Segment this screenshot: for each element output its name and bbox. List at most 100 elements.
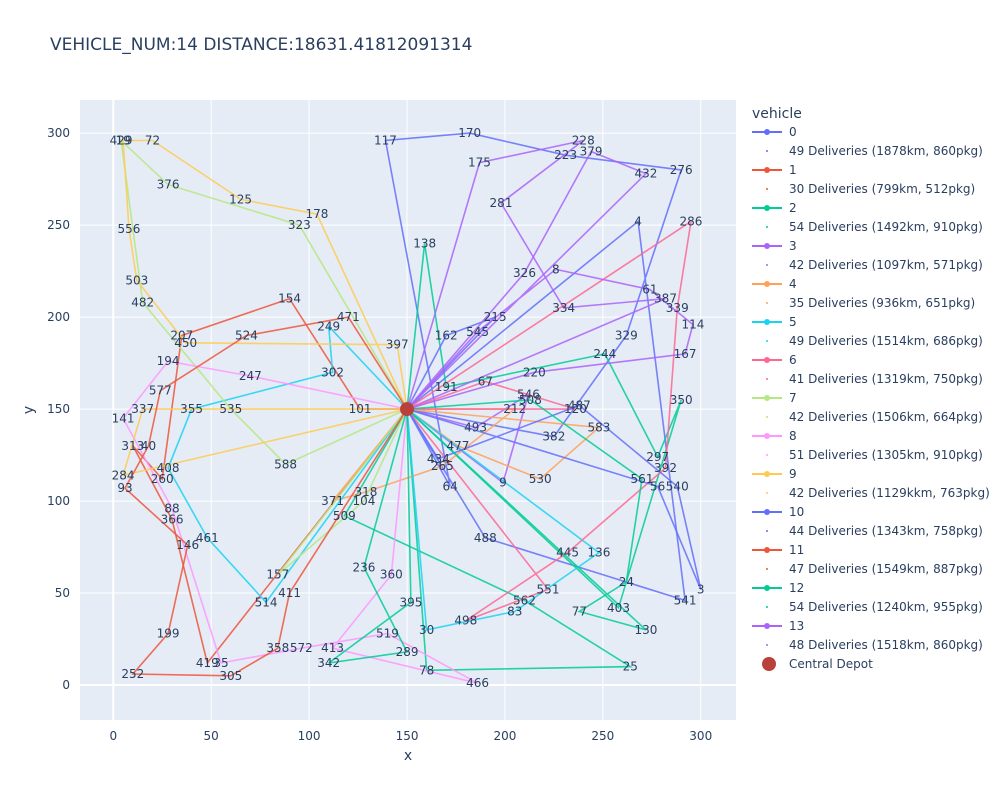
- node-label: 223: [554, 148, 577, 162]
- x-tick-label: 300: [689, 729, 712, 743]
- node-label: 545: [466, 325, 489, 339]
- node-label: 318: [354, 485, 377, 499]
- legend-marker-5: [764, 319, 770, 325]
- route-series-4: [330, 408, 601, 503]
- node-label: 419: [196, 656, 219, 670]
- legend-dot: [766, 492, 768, 494]
- node-label: 337: [131, 402, 154, 416]
- legend-dot: [766, 378, 768, 380]
- node-label: 387: [654, 292, 677, 306]
- node-label: 297: [646, 450, 669, 464]
- node-label: 286: [680, 214, 703, 228]
- node-label: 498: [454, 614, 477, 628]
- node-label: 530: [529, 472, 552, 486]
- legend-marker-12: [764, 585, 770, 591]
- node-label: 493: [464, 420, 487, 434]
- node-label: 24: [619, 575, 634, 589]
- node-label: 313: [121, 439, 144, 453]
- legend-marker-9: [764, 471, 770, 477]
- node-label: 252: [121, 667, 144, 681]
- route-series-6: [405, 219, 693, 622]
- node-label: 157: [266, 568, 289, 582]
- node-label: 56: [650, 479, 665, 493]
- legend-desc: 30 Deliveries (799km, 512pkg): [789, 182, 975, 196]
- node-label: 212: [503, 402, 526, 416]
- node-label: 392: [654, 461, 677, 475]
- node-label: 524: [235, 328, 258, 342]
- legend-label-3: 3: [789, 239, 797, 253]
- node-label: 305: [219, 669, 242, 683]
- y-tick-label: 100: [47, 494, 70, 508]
- node-label: 535: [219, 402, 242, 416]
- y-tick-label: 50: [55, 586, 70, 600]
- legend-dot: [766, 226, 768, 228]
- legend-label-5: 5: [789, 315, 797, 329]
- legend-dot: [766, 530, 768, 532]
- node-label: 9: [499, 476, 507, 490]
- x-tick-label: 50: [204, 729, 219, 743]
- legend-label-1: 1: [789, 163, 797, 177]
- node-label: 289: [396, 645, 419, 659]
- legend-marker-7: [764, 395, 770, 401]
- node-label: 434: [427, 452, 450, 466]
- node-labels: 6411717022327632938248854141011542072603…: [110, 126, 705, 690]
- node-label: 519: [376, 627, 399, 641]
- node-label: 562: [513, 593, 536, 607]
- node-label: 487: [568, 398, 591, 412]
- node-label: 101: [349, 402, 372, 416]
- node-label: 138: [413, 237, 436, 251]
- node-label: 30: [419, 623, 434, 637]
- node-label: 342: [317, 656, 340, 670]
- node-label: 104: [352, 494, 375, 508]
- node-label: 117: [374, 133, 397, 147]
- node-label: 477: [446, 439, 469, 453]
- node-label: 162: [435, 328, 458, 342]
- route-series-9: [121, 139, 409, 477]
- legend-label-12: 12: [789, 581, 804, 595]
- x-tick-label: 250: [591, 729, 614, 743]
- legend-marker-6: [764, 357, 770, 363]
- node-label: 395: [399, 595, 422, 609]
- legend-depot-label: Central Depot: [789, 657, 873, 671]
- node-label: 61: [642, 282, 657, 296]
- node-label: 281: [490, 196, 513, 210]
- node-label: 503: [125, 273, 148, 287]
- node-label: 247: [239, 369, 262, 383]
- legend-marker-4: [764, 281, 770, 287]
- x-tick-labels: 0 50 100 150 200 250 300: [109, 729, 712, 743]
- node-label: 466: [466, 676, 489, 690]
- legend-marker-0: [764, 129, 770, 135]
- node-label: 72: [145, 133, 160, 147]
- node-label: 546: [517, 387, 540, 401]
- node-label: 445: [556, 546, 579, 560]
- node-label: 471: [337, 310, 360, 324]
- node-label: 360: [380, 568, 403, 582]
- legend-label-6: 6: [789, 353, 797, 367]
- route-series-10: [405, 316, 702, 590]
- node-label: 228: [572, 133, 595, 147]
- node-label: 3: [697, 582, 705, 596]
- y-tick-label: 150: [47, 402, 70, 416]
- node-label: 508: [519, 393, 542, 407]
- y-axis-label: y: [21, 406, 37, 414]
- node-label: 432: [634, 167, 657, 181]
- route-series-0: [384, 132, 687, 602]
- node-label: 170: [458, 126, 481, 140]
- node-label: 67: [478, 374, 493, 388]
- legend-desc: 54 Deliveries (1240km, 955pkg): [789, 600, 983, 614]
- node-label: 556: [118, 222, 141, 236]
- legend-marker-3: [764, 243, 770, 249]
- y-tick-labels: 0 50 100 150 200 250 300: [47, 126, 70, 692]
- node-label: 64: [442, 479, 457, 493]
- node-label: 136: [587, 546, 610, 560]
- node-label: 260: [151, 472, 174, 486]
- legend-marker-1: [764, 167, 770, 173]
- legend[interactable]: 0 49 Deliveries (1878km, 860pkg) 1 30 Deliv…: [752, 125, 990, 671]
- node-label: 207: [170, 328, 193, 342]
- depot-point: [400, 402, 415, 417]
- legend-label-8: 8: [789, 429, 797, 443]
- legend-dot: [766, 454, 768, 456]
- depot-marker: [400, 402, 415, 417]
- legend-marker-10: [764, 509, 770, 515]
